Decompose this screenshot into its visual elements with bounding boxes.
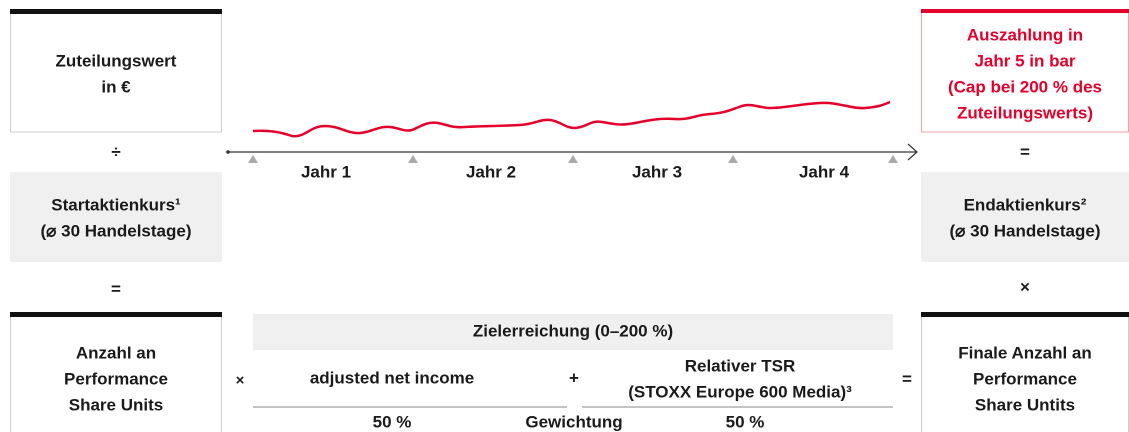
units-box xyxy=(10,315,222,432)
start-price-box xyxy=(10,172,222,262)
operator: ÷ xyxy=(111,142,120,161)
box-top-bar xyxy=(921,9,1129,13)
payout-text: Zuteilungswerts) xyxy=(957,103,1093,122)
end-price-text: Endaktienkurs² xyxy=(964,195,1087,214)
year-label: Jahr 2 xyxy=(466,162,516,181)
weight-value: 50 % xyxy=(726,412,765,431)
end-price-text: (⌀ 30 Handelstage) xyxy=(950,221,1101,240)
operator: × xyxy=(1020,277,1030,296)
payout-text: Jahr 5 in bar xyxy=(974,51,1075,70)
year-label: Jahr 3 xyxy=(632,162,682,181)
weight-label: Gewichtung xyxy=(525,412,622,431)
payout-text: Auszahlung in xyxy=(967,25,1083,44)
units-text: Share Units xyxy=(69,395,163,414)
target-header-box xyxy=(253,314,893,350)
grant-text: Zuteilungswert xyxy=(56,51,177,70)
operator: = xyxy=(111,279,121,298)
end-price-box xyxy=(921,172,1129,262)
payout-box xyxy=(921,11,1129,133)
timeline-markers xyxy=(248,155,898,163)
operator: = xyxy=(1020,142,1030,161)
weight-value: 50 % xyxy=(373,412,412,431)
price-line xyxy=(252,100,891,138)
payout-text: (Cap bei 200 % des xyxy=(948,77,1102,96)
timeline-arrow xyxy=(907,143,918,161)
start-price-text: Startaktienkurs¹ xyxy=(51,195,181,214)
kpi-label: adjusted net income xyxy=(310,368,474,387)
target-header: Zielerreichung (0–200 %) xyxy=(473,321,673,340)
final-units-box xyxy=(921,315,1129,432)
kpi-label: (STOXX Europe 600 Media)³ xyxy=(628,382,852,401)
kpi-label: Relativer TSR xyxy=(685,356,796,375)
final-units-text: Performance xyxy=(973,369,1077,388)
grant-box xyxy=(10,11,222,133)
grant-text: in € xyxy=(101,77,131,96)
operator: = xyxy=(902,369,912,388)
year-label: Jahr 1 xyxy=(301,162,351,181)
units-text: Performance xyxy=(64,369,168,388)
units-text: Anzahl an xyxy=(76,343,156,362)
year-label: Jahr 4 xyxy=(799,162,850,181)
final-units-text: Share Untits xyxy=(975,395,1075,414)
operator: + xyxy=(569,368,579,387)
start-price-text: (⌀ 30 Handelstage) xyxy=(41,221,192,240)
box-top-bar xyxy=(10,312,222,317)
timeline-start xyxy=(226,150,230,154)
operator: × xyxy=(236,372,245,389)
box-top-bar xyxy=(921,312,1129,317)
final-units-text: Finale Anzahl an xyxy=(958,343,1092,362)
box-top-bar xyxy=(10,9,222,14)
